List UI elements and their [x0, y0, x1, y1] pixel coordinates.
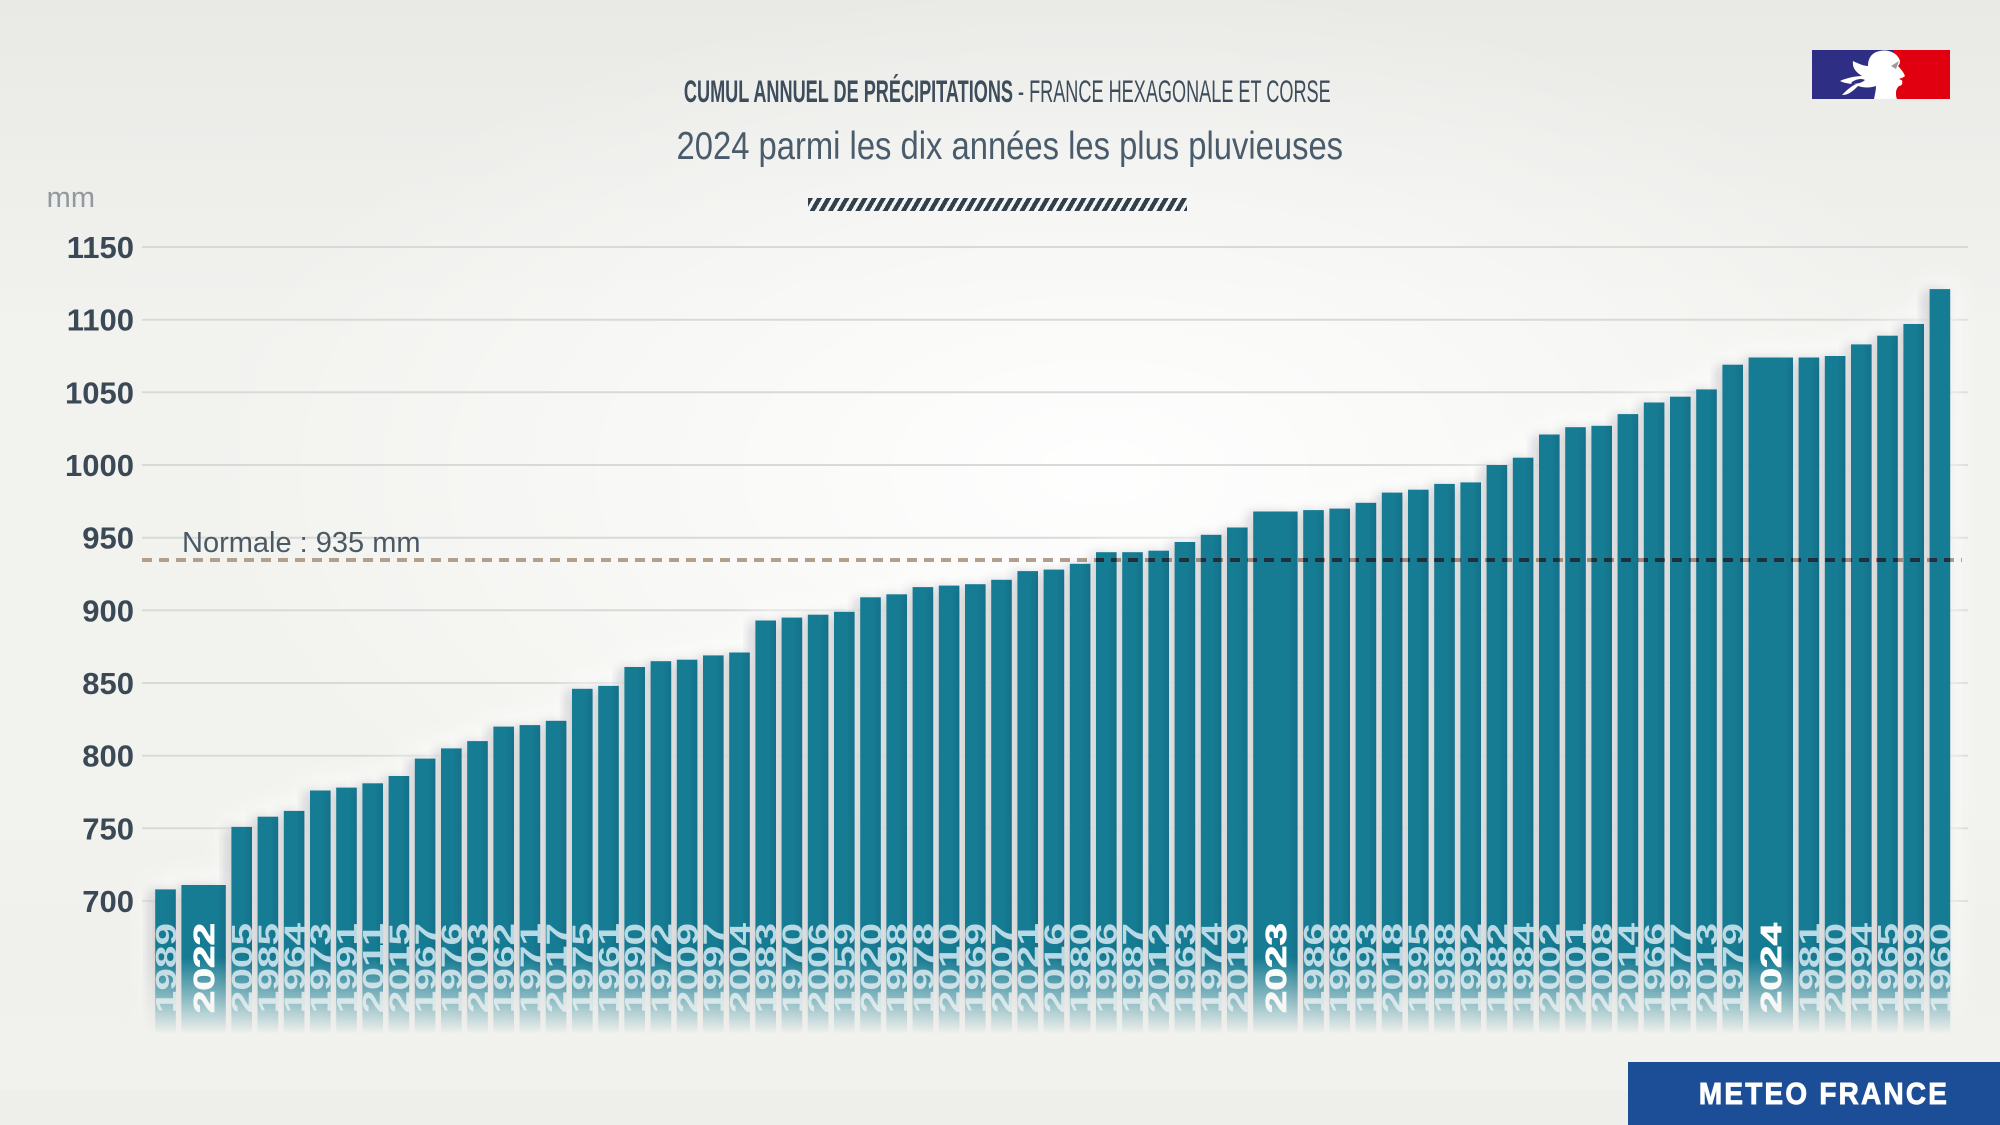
svg-text:750: 750 [82, 811, 134, 846]
svg-text:900: 900 [82, 593, 134, 628]
svg-text:1100: 1100 [67, 303, 134, 338]
svg-text:1150: 1150 [67, 230, 134, 265]
svg-text:1000: 1000 [65, 448, 134, 483]
svg-text:mm: mm [47, 182, 95, 214]
svg-text:1050: 1050 [65, 375, 134, 410]
svg-text:Normale : 935 mm: Normale : 935 mm [182, 527, 421, 559]
svg-text:850: 850 [82, 666, 134, 701]
svg-text:800: 800 [82, 739, 134, 774]
svg-text:950: 950 [82, 521, 134, 556]
svg-text:700: 700 [82, 884, 134, 919]
